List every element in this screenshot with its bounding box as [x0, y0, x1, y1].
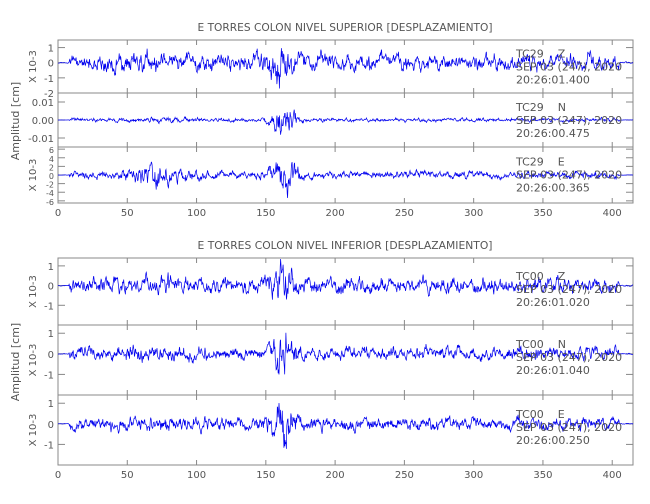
y-tick-label: 0 [48, 420, 54, 431]
x-tick-label: 50 [121, 470, 134, 481]
channel: Z [558, 47, 566, 60]
y-tick-label: 1 [48, 44, 54, 55]
y-tick-label: 1 [48, 329, 54, 340]
station: TC29 [515, 101, 544, 114]
channel: E [558, 408, 565, 421]
x-tick-label: 350 [533, 470, 552, 481]
y-tick-label: 0.01 [32, 98, 54, 109]
y-tick-label: -2 [44, 89, 54, 100]
date-label: SEP 03 (247), 2020 [516, 283, 622, 296]
waveform-tc29-z [57, 48, 634, 89]
scale-label: X 10-3 [28, 344, 39, 377]
x-tick-label: 0 [55, 208, 61, 219]
station-channel-label: TC00 N [515, 338, 566, 351]
y-tick-label: -0.01 [28, 134, 54, 145]
y-tick-label: 4 [49, 155, 54, 164]
date-label: SEP 03 (247), 2020 [516, 60, 622, 73]
time-label: 20:26:00.475 [516, 127, 590, 140]
panel-tc00-e: 0 50 100 150 200 250 300 350 400 1 0 -1 X 10-3 TC00 ES… [28, 394, 634, 481]
date-label: SEP 03 (247), 2020 [516, 114, 622, 127]
station-channel-label: TC00 Z [515, 270, 566, 283]
y-tick-label: -1 [44, 301, 54, 312]
channel: N [558, 101, 566, 114]
x-tick-label: 100 [187, 470, 206, 481]
station: TC00 [515, 338, 544, 351]
scale-label: X 10-3 [28, 414, 39, 447]
waveform-tc00-e [58, 402, 634, 449]
scale-label: X 10-3 [28, 159, 39, 192]
x-tick-label: 250 [395, 470, 414, 481]
time-label: 20:26:01.020 [516, 296, 590, 309]
scale-label: X 10-3 [28, 50, 39, 83]
y-tick-label: 0 [48, 282, 54, 293]
x-tick-label: 400 [603, 470, 622, 481]
station-channel-label: TC29 Z [515, 47, 566, 60]
time-label: 20:26:01.400 [516, 73, 590, 86]
time-label: 20:26:01.040 [516, 364, 590, 377]
station: TC00 [515, 270, 544, 283]
x-tick-label: 300 [464, 208, 483, 219]
channel: E [558, 155, 565, 168]
y-tick-label: 0 [48, 350, 54, 361]
station-channel-label: TC00 E [515, 408, 565, 421]
x-tick-label: 200 [326, 208, 345, 219]
x-tick-label: 150 [256, 470, 275, 481]
x-tick-label: 400 [603, 208, 622, 219]
y-tick-label: -6 [46, 198, 54, 207]
bottom-y-axis-label: Amplitud [cm] [9, 323, 22, 401]
x-tick-label: 150 [256, 208, 275, 219]
panel-frame [57, 394, 634, 466]
station-channel-label: TC29 E [515, 155, 565, 168]
y-tick-label: -1 [44, 74, 54, 85]
waveform-tc29-e [58, 161, 634, 199]
x-tick-label: 250 [395, 208, 414, 219]
date-label: SEP 03 (247), 2020 [516, 421, 622, 434]
y-tick-label: 1 [48, 262, 54, 273]
y-tick-label: 1 [48, 399, 54, 410]
station: TC00 [515, 408, 544, 421]
channel: N [558, 338, 566, 351]
y-tick-label: -1 [44, 440, 54, 451]
waveform-tc00-z [57, 258, 634, 300]
x-tick-label: 200 [326, 470, 345, 481]
x-tick-label: 300 [464, 470, 483, 481]
top-y-axis-label: Amplitud [cm] [9, 82, 22, 160]
x-tick-label: 0 [55, 470, 61, 481]
y-tick-label: 0.00 [32, 116, 54, 127]
y-tick-label: 6 [49, 146, 54, 155]
time-label: 20:26:00.250 [516, 434, 590, 447]
x-tick-label: 100 [187, 208, 206, 219]
x-tick-label: 50 [121, 208, 134, 219]
date-label: SEP 03 (247), 2020 [516, 168, 622, 181]
bottom-chart-title: E TORRES COLON NIVEL INFERIOR [DESPLAZAM… [198, 239, 493, 252]
y-tick-label: -4 [46, 189, 54, 198]
y-tick-label: -2 [46, 181, 54, 190]
time-label: 20:26:00.365 [516, 181, 590, 194]
top-chart-title: E TORRES COLON NIVEL SUPERIOR [DESPLAZAM… [198, 21, 493, 34]
station: TC29 [515, 47, 544, 60]
x-tick-label: 350 [533, 208, 552, 219]
channel: Z [558, 270, 566, 283]
y-tick-label: -1 [44, 370, 54, 381]
station-channel-label: TC29 N [515, 101, 566, 114]
y-tick-label: 0 [48, 59, 54, 70]
scale-label: X 10-3 [28, 275, 39, 308]
waveform-tc29-n [58, 109, 634, 135]
waveform-tc00-n [57, 332, 634, 375]
y-tick-label: 2 [49, 163, 54, 172]
station: TC29 [515, 155, 544, 168]
date-label: SEP 03 (247), 2020 [516, 351, 622, 364]
y-tick-label: 0 [49, 172, 54, 181]
